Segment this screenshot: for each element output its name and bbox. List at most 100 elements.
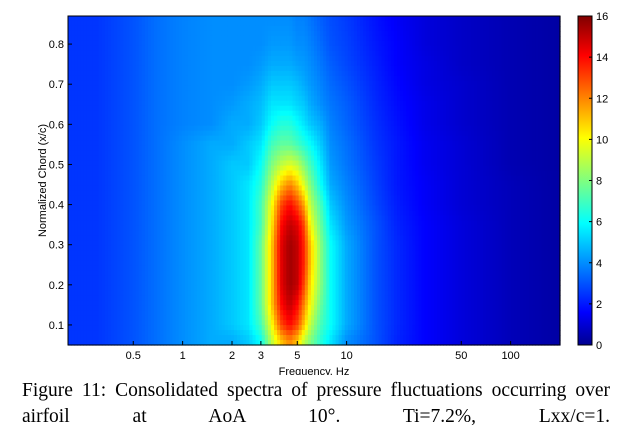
heatmap-cell: [261, 330, 266, 336]
heatmap-cell: [246, 220, 251, 226]
heatmap-cell: [138, 110, 143, 117]
heatmap-cell: [144, 190, 149, 197]
heatmap-cell: [218, 205, 223, 211]
heatmap-cell: [258, 210, 263, 216]
heatmap-cell: [129, 175, 134, 182]
heatmap-cell: [187, 30, 192, 37]
heatmap-cell: [74, 340, 78, 346]
heatmap-cell: [200, 180, 204, 187]
heatmap-cell: [243, 265, 247, 271]
heatmap-cell: [147, 180, 152, 187]
heatmap-cell: [157, 20, 161, 27]
heatmap-cell: [151, 270, 155, 276]
heatmap-cell: [191, 145, 195, 152]
heatmap-cell: [230, 150, 235, 157]
heatmap-cell: [230, 200, 235, 207]
heatmap-cell: [221, 205, 226, 211]
heatmap-cell: [200, 330, 204, 336]
heatmap-cell: [249, 315, 254, 321]
heatmap-cell: [295, 290, 300, 296]
heatmap-cell: [68, 16, 72, 22]
heatmap-cell: [267, 55, 272, 62]
heatmap-cell: [289, 320, 294, 326]
heatmap-cell: [218, 340, 223, 346]
heatmap-cell: [197, 165, 201, 172]
heatmap-cell: [89, 20, 94, 27]
heatmap-cell: [292, 105, 297, 112]
heatmap-cell: [224, 165, 229, 172]
heatmap-cell: [270, 35, 275, 42]
heatmap-cell: [191, 195, 195, 202]
heatmap-cell: [92, 310, 97, 316]
heatmap-cell: [71, 320, 75, 326]
heatmap-cell: [147, 190, 152, 197]
heatmap-cell: [206, 35, 211, 42]
heatmap-cell: [141, 240, 146, 246]
heatmap-cell: [172, 65, 177, 72]
heatmap-cell: [230, 105, 235, 112]
heatmap-cell: [157, 40, 161, 47]
heatmap-cell: [200, 295, 204, 301]
heatmap-cell: [83, 115, 88, 122]
heatmap-cell: [255, 120, 260, 127]
heatmap-cell: [261, 180, 266, 187]
heatmap-cell: [132, 280, 137, 286]
heatmap-cell: [111, 320, 115, 326]
heatmap-cell: [206, 140, 211, 147]
heatmap-cell: [249, 125, 254, 132]
heatmap-cell: [172, 315, 177, 321]
heatmap-cell: [123, 165, 128, 172]
heatmap-cell: [227, 295, 232, 301]
heatmap-cell: [129, 75, 134, 82]
heatmap-cell: [163, 60, 167, 67]
heatmap-cell: [141, 140, 146, 147]
heatmap-cell: [289, 35, 294, 42]
heatmap-cell: [274, 65, 278, 72]
heatmap-cell: [184, 60, 189, 67]
heatmap-cell: [264, 335, 269, 341]
heatmap-cell: [252, 50, 257, 57]
heatmap-cell: [234, 65, 238, 72]
heatmap-cell: [224, 285, 229, 291]
heatmap-cell: [283, 50, 287, 57]
heatmap-cell: [175, 265, 180, 271]
heatmap-cell: [114, 130, 118, 137]
heatmap-cell: [274, 95, 278, 102]
heatmap-cell: [243, 325, 247, 331]
heatmap-cell: [267, 340, 272, 346]
heatmap-cell: [71, 205, 75, 211]
heatmap-cell: [101, 135, 106, 142]
heatmap-cell: [68, 185, 72, 192]
heatmap-cell: [101, 320, 106, 326]
heatmap-cell: [197, 60, 201, 67]
heatmap-cell: [209, 125, 214, 132]
heatmap-cell: [154, 275, 158, 281]
spectra-heatmap-chart: 0.5 1 2 3 5 10 50 100 0.10.20.30.40.50.60.70.8 …: [37, 11, 608, 375]
heatmap-cell: [200, 215, 204, 221]
heatmap-cell: [98, 235, 103, 241]
heatmap-cell: [283, 130, 287, 137]
heatmap-cell: [212, 120, 217, 127]
heatmap-cell: [178, 250, 183, 256]
heatmap-cell: [157, 115, 161, 122]
heatmap-cell: [178, 90, 183, 97]
heatmap-cell: [68, 75, 72, 82]
heatmap-cell: [144, 215, 149, 221]
heatmap-cell: [252, 155, 257, 162]
heatmap-cell: [126, 105, 131, 112]
heatmap-cell: [157, 290, 161, 296]
heatmap-cell: [218, 315, 223, 321]
heatmap-cell: [120, 280, 124, 286]
heatmap-cell: [71, 115, 75, 122]
heatmap-cell: [68, 85, 72, 92]
heatmap-cell: [166, 50, 171, 57]
heatmap-cell: [286, 200, 291, 207]
heatmap-cell: [230, 215, 235, 221]
heatmap-cell: [71, 160, 75, 167]
heatmap-cell: [292, 35, 297, 42]
heatmap-cell: [249, 260, 254, 266]
heatmap-cell: [298, 55, 303, 62]
heatmap-cell: [206, 50, 211, 57]
heatmap-cell: [169, 150, 174, 157]
heatmap-cell: [181, 225, 186, 231]
